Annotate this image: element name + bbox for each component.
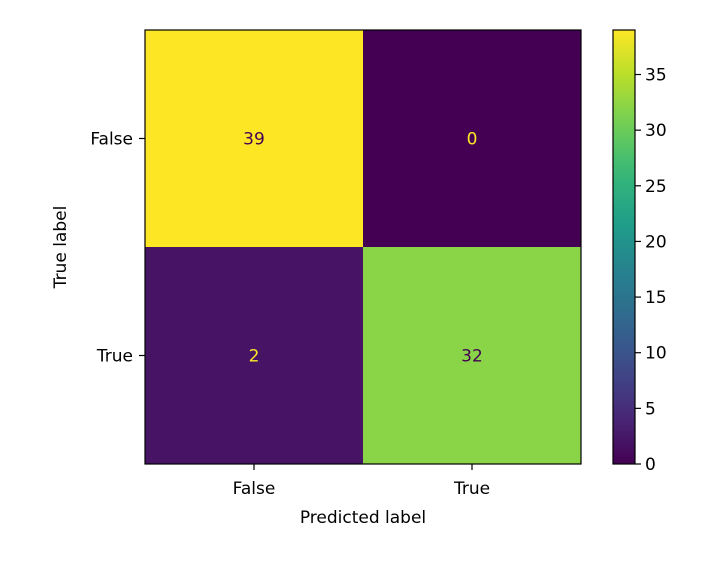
cell-value-label: 2 <box>249 347 260 367</box>
x-axis-title: Predicted label <box>300 508 426 528</box>
heatmap-cell <box>363 247 582 465</box>
y-axis: False True <box>90 130 145 367</box>
colorbar-gradient <box>613 30 635 464</box>
x-axis: False True <box>233 464 490 499</box>
heatmap-cells <box>145 30 582 465</box>
colorbar-frame <box>612 29 636 465</box>
cell-value-label: 32 <box>461 347 483 367</box>
y-axis-title: True label <box>51 206 71 290</box>
heatmap-cell <box>145 30 364 248</box>
colorbar-tick-label: 30 <box>645 121 667 141</box>
cell-value-label: 0 <box>467 130 478 150</box>
colorbar-tick-label: 35 <box>645 66 667 86</box>
y-tick-label: True <box>96 347 133 367</box>
colorbar-tick-label: 5 <box>645 399 656 419</box>
colorbar-tick-label: 20 <box>645 232 667 252</box>
plot-frame <box>144 29 582 465</box>
cell-value-label: 39 <box>243 130 265 150</box>
colorbar-tick-label: 15 <box>645 288 667 308</box>
colorbar-tick-label: 25 <box>645 177 667 197</box>
x-tick-label: True <box>453 479 490 499</box>
y-tick-label: False <box>90 130 133 150</box>
heatmap-cell <box>145 247 364 465</box>
colorbar: 0 5 10 15 20 25 30 35 <box>612 29 667 475</box>
colorbar-tick-label: 0 <box>645 455 656 475</box>
colorbar-tick-label: 10 <box>645 344 667 364</box>
x-tick-label: False <box>233 479 276 499</box>
heatmap-cell <box>363 30 582 248</box>
colorbar-ticks: 0 5 10 15 20 25 30 35 <box>635 66 667 475</box>
cell-value-labels: 39 0 2 32 <box>243 130 483 367</box>
